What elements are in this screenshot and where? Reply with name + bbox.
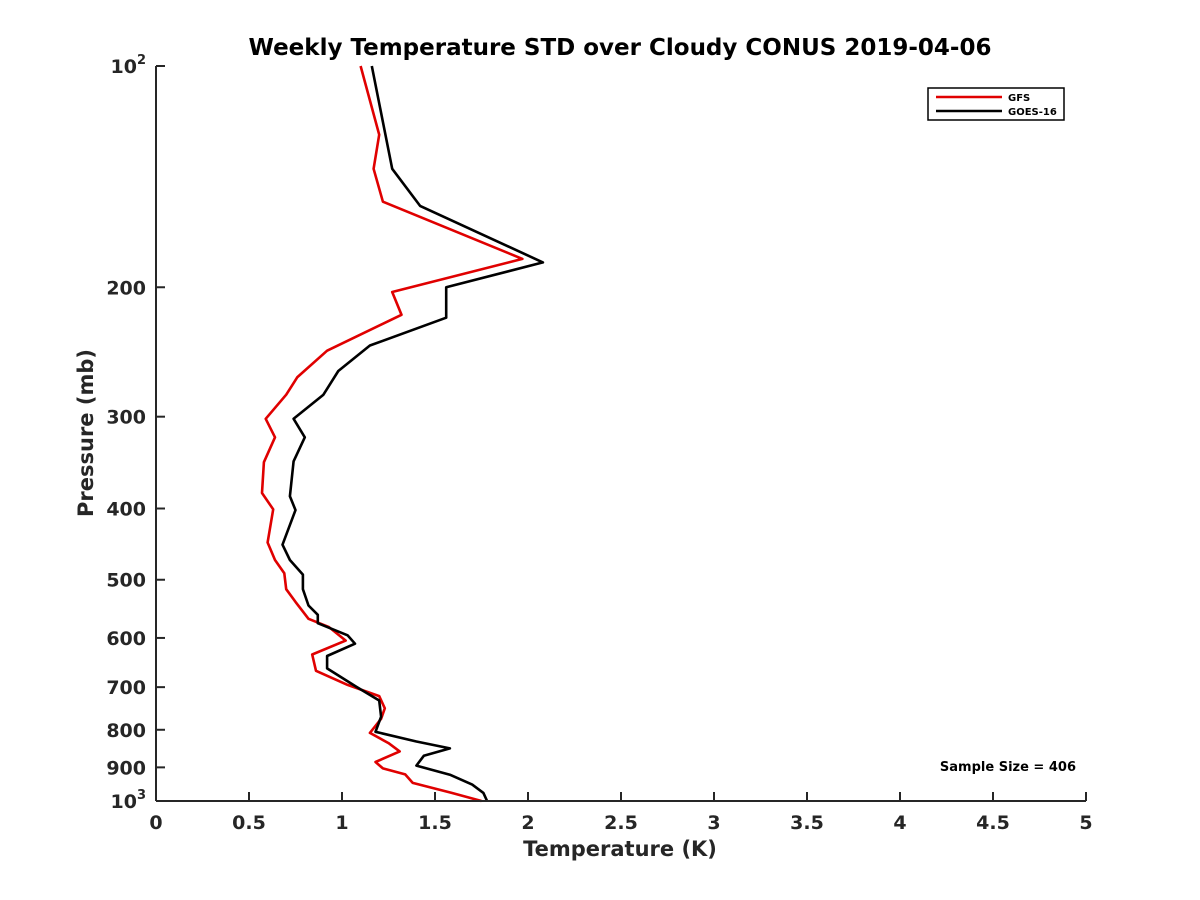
y-tick-label: 300 xyxy=(106,407,146,429)
y-tick-label: 600 xyxy=(106,628,146,650)
y-tick-label: 400 xyxy=(106,499,146,521)
y-ticks: 102 200 300 400 500 600 700 800 900 103 xyxy=(106,53,165,813)
legend: GFS GOES-16 xyxy=(927,87,1065,121)
x-tick-label: 2.5 xyxy=(604,812,638,834)
x-tick-label: 1.5 xyxy=(418,812,452,834)
chart-title: Weekly Temperature STD over Cloudy CONUS… xyxy=(249,35,992,61)
sample-size-annotation: Sample Size = 406 xyxy=(940,760,1076,775)
y-tick-label: 102 xyxy=(111,53,147,78)
legend-box xyxy=(927,87,1065,121)
x-tick-label: 5 xyxy=(1079,812,1092,834)
y-tick-label: 800 xyxy=(106,720,146,742)
axes xyxy=(155,66,1086,802)
legend-label-goes-16: GOES-16 xyxy=(1008,107,1057,118)
x-ticks: 0 0.5 1 1.5 2 2.5 3 3.5 4 4.5 5 xyxy=(149,792,1093,834)
y-axis-label: Pressure (mb) xyxy=(74,349,98,517)
y-tick-label: 700 xyxy=(106,677,146,699)
x-axis-label: Temperature (K) xyxy=(523,837,717,861)
x-tick-label: 3 xyxy=(707,812,720,834)
y-tick-label: 200 xyxy=(106,277,146,299)
y-tick-label: 103 xyxy=(111,788,147,813)
plot-lines xyxy=(260,65,545,803)
x-tick-label: 2 xyxy=(521,812,534,834)
x-tick-label: 3.5 xyxy=(790,812,824,834)
legend-label-gfs: GFS xyxy=(1008,93,1030,104)
series-line-goes-16 xyxy=(281,65,545,802)
series-line-gfs xyxy=(260,65,524,803)
y-tick-label: 500 xyxy=(106,570,146,592)
x-tick-label: 4 xyxy=(893,812,906,834)
x-tick-label: 4.5 xyxy=(976,812,1010,834)
y-tick-label: 900 xyxy=(106,757,146,779)
x-tick-label: 0.5 xyxy=(232,812,266,834)
x-tick-label: 1 xyxy=(335,812,348,834)
x-tick-label: 0 xyxy=(149,812,162,834)
